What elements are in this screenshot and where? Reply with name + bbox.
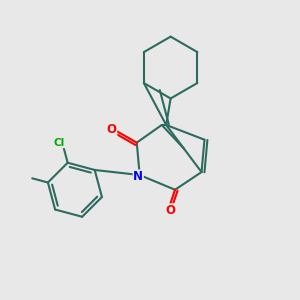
Text: Cl: Cl [53, 138, 65, 148]
Text: N: N [133, 170, 143, 183]
Text: O: O [166, 204, 176, 217]
Text: O: O [107, 123, 117, 136]
